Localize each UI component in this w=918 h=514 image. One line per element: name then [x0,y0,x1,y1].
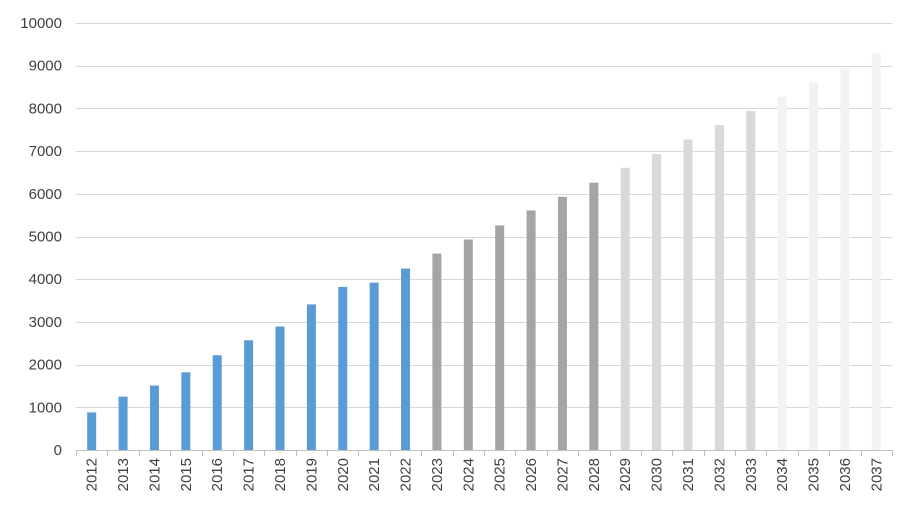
y-tick-label: 3000 [29,314,62,331]
x-tick-label: 2020 [335,458,352,491]
x-tick-label: 2021 [366,458,383,491]
x-tick-label: 2026 [523,458,540,491]
x-tick-label: 2019 [303,458,320,491]
x-tick-label: 2027 [554,458,571,491]
x-tick-label: 2012 [84,458,101,491]
bar-2029 [620,167,630,451]
x-tick-label: 2033 [743,458,760,491]
bar-2023 [432,253,442,450]
y-tick-label: 10000 [20,15,62,32]
bar-2022 [401,268,411,450]
x-tick-label: 2017 [241,458,258,491]
x-tick-label: 2035 [806,458,823,491]
x-tick-label: 2028 [586,458,603,491]
x-tick-label: 2032 [711,458,728,491]
y-tick-label: 5000 [29,229,62,246]
y-tick-label: 4000 [29,271,62,288]
x-tick-label: 2022 [398,458,415,491]
bar-2017 [244,340,254,450]
bar-2024 [463,239,473,450]
bar-2019 [306,304,316,450]
bar-2032 [714,125,724,450]
x-tick-label: 2014 [146,458,163,491]
bar-2014 [149,385,159,450]
bar-2013 [118,396,128,450]
bar-2020 [338,286,348,450]
x-tick-label: 2036 [837,458,854,491]
x-tick-label: 2031 [680,458,697,491]
y-tick-label: 2000 [29,357,62,374]
bar-2025 [495,225,505,450]
x-tick-label: 2029 [617,458,634,491]
bar-2027 [557,196,567,450]
bar-2015 [181,372,191,450]
y-tick-label: 8000 [29,100,62,117]
bar-2021 [369,282,379,450]
y-tick-label: 1000 [29,399,62,416]
bar-2026 [526,210,536,450]
bar-2036 [840,68,850,451]
y-tick-label: 0 [54,442,62,459]
x-tick-label: 2023 [429,458,446,491]
y-tick-label: 7000 [29,143,62,160]
bar-2034 [777,96,787,450]
x-tick-label: 2034 [774,458,791,491]
x-tick-label: 2013 [115,458,132,491]
bar-2035 [809,82,819,450]
x-tick-label: 2025 [492,458,509,491]
bar-2037 [871,53,881,451]
x-tick-label: 2016 [209,458,226,491]
bar-2012 [87,412,97,450]
bar-2030 [652,154,662,451]
x-tick-label: 2037 [868,458,885,491]
y-tick-label: 6000 [29,186,62,203]
x-tick-label: 2030 [649,458,666,491]
bar-2028 [589,182,599,450]
bar-2018 [275,326,285,450]
x-tick-label: 2024 [460,458,477,491]
bar-2016 [212,355,222,450]
bar-2031 [683,139,693,451]
bar-2033 [746,110,756,450]
x-tick-label: 2015 [178,458,195,491]
y-tick-label: 9000 [29,58,62,75]
x-tick-label: 2018 [272,458,289,491]
